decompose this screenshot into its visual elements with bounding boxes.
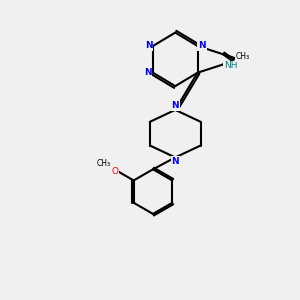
Text: O: O — [111, 167, 118, 176]
Text: N: N — [145, 41, 152, 50]
Text: CH₃: CH₃ — [236, 52, 250, 61]
Text: N: N — [172, 101, 179, 110]
Text: N: N — [198, 41, 206, 50]
Text: NH: NH — [224, 61, 237, 70]
Text: CH₃: CH₃ — [97, 159, 111, 168]
Text: N: N — [144, 68, 152, 77]
Text: N: N — [172, 158, 179, 166]
